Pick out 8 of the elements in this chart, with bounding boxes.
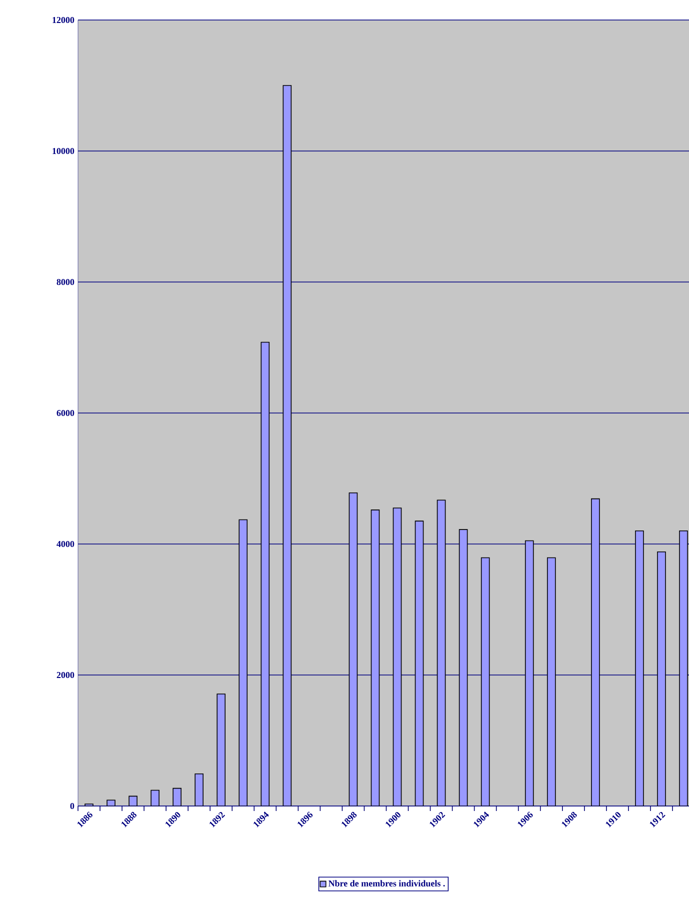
y-tick-label: 4000 <box>56 540 74 548</box>
y-tick-label: 6000 <box>56 410 74 416</box>
y-tick-label: 8000 <box>56 278 74 286</box>
y-tick-label: 0 <box>70 802 74 810</box>
y-tick-label: 12000 <box>52 16 74 24</box>
legend-label: Nbre de membres individuels . <box>328 880 445 887</box>
y-tick-label: 10000 <box>52 148 74 154</box>
y-tick-label: 2000 <box>56 672 74 678</box>
